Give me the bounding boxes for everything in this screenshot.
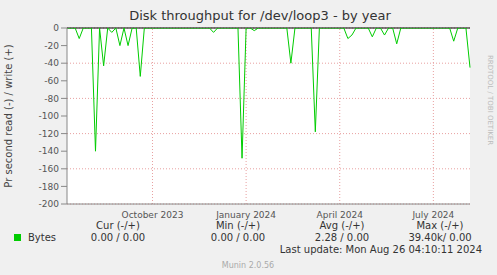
svg-text:July 2024: July 2024 bbox=[411, 210, 454, 220]
svg-text:Disk throughput for /dev/loop3: Disk throughput for /dev/loop3 - by year bbox=[129, 8, 391, 23]
svg-text:-60: -60 bbox=[44, 76, 59, 86]
svg-text:October 2023: October 2023 bbox=[122, 210, 184, 220]
svg-text:Pr second read (-) / write (+): Pr second read (-) / write (+) bbox=[8, 44, 14, 187]
svg-text:Bytes: Bytes bbox=[28, 232, 56, 243]
svg-text:39.40k/ 0.00: 39.40k/ 0.00 bbox=[408, 232, 471, 243]
svg-text:-140: -140 bbox=[39, 146, 60, 156]
svg-text:2.28 / 0.00: 2.28 / 0.00 bbox=[315, 232, 369, 243]
svg-text:January 2024: January 2024 bbox=[215, 210, 276, 220]
svg-text:-120: -120 bbox=[39, 129, 60, 139]
svg-text:0: 0 bbox=[53, 23, 59, 33]
svg-text:-20: -20 bbox=[44, 41, 59, 51]
svg-text:0.00 / 0.00: 0.00 / 0.00 bbox=[91, 232, 145, 243]
svg-text:April 2024: April 2024 bbox=[317, 210, 364, 220]
svg-text:-200: -200 bbox=[39, 199, 60, 209]
svg-text:Cur (-/+): Cur (-/+) bbox=[96, 220, 140, 231]
svg-text:Avg (-/+): Avg (-/+) bbox=[320, 220, 365, 231]
svg-text:Last update: Mon Aug 26 04:10:: Last update: Mon Aug 26 04:10:11 2024 bbox=[280, 244, 482, 255]
svg-text:Munin 2.0.56: Munin 2.0.56 bbox=[222, 261, 274, 270]
svg-text:-180: -180 bbox=[39, 182, 60, 192]
svg-text:Max (-/+): Max (-/+) bbox=[416, 220, 463, 231]
svg-text:-160: -160 bbox=[39, 164, 60, 174]
svg-text:RRDTOOL / TOBI OETIKER: RRDTOOL / TOBI OETIKER bbox=[486, 55, 489, 145]
svg-text:-100: -100 bbox=[39, 111, 60, 121]
svg-text:-40: -40 bbox=[44, 58, 59, 68]
svg-text:0.00 / 0.00: 0.00 / 0.00 bbox=[211, 232, 265, 243]
svg-text:-80: -80 bbox=[44, 94, 59, 104]
svg-text:Min (-/+): Min (-/+) bbox=[216, 220, 260, 231]
